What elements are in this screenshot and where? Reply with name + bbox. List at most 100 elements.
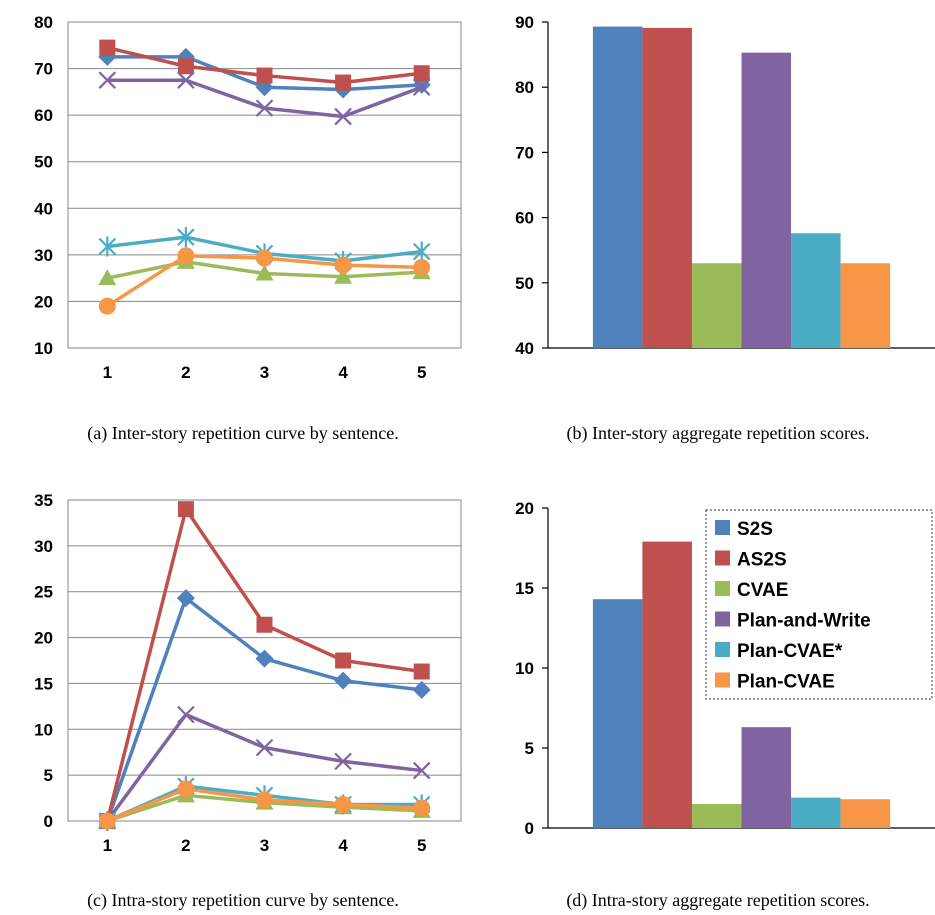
series-as2s [99, 39, 430, 91]
y-tick-label: 10 [34, 720, 53, 739]
data-point-triangle [255, 264, 274, 281]
x-tick-label: 1 [103, 363, 112, 382]
data-point-x [412, 761, 431, 780]
legend-swatch [715, 520, 730, 535]
bar-as2s [642, 27, 692, 348]
legend-item-plan-and-write: Plan-and-Write [715, 611, 871, 632]
x-tick-label: 4 [338, 363, 348, 382]
y-tick-label: 80 [34, 13, 53, 32]
y-tick-label: 70 [34, 60, 53, 79]
legend-label: S2S [737, 519, 773, 540]
bar-s2s [592, 599, 643, 828]
y-tick-label: 20 [515, 499, 534, 518]
data-point-square [177, 58, 194, 75]
caption-a: (a) Inter-story repetition curve by sent… [87, 423, 399, 444]
legend-label: Plan-CVAE [737, 672, 835, 693]
data-point-circle [177, 247, 195, 265]
data-point-asterisk [177, 227, 195, 248]
bar-plan-cvae-star [791, 233, 841, 348]
data-point-circle [334, 795, 352, 813]
data-point-square [256, 616, 273, 633]
data-point-x [177, 71, 195, 89]
y-tick-label: 50 [34, 153, 53, 172]
legend-swatch [715, 642, 730, 657]
y-tick-label: 20 [34, 292, 53, 311]
data-point-circle [413, 799, 431, 817]
data-point-circle [413, 258, 431, 276]
x-tick-label: 5 [417, 363, 426, 382]
data-point-square [256, 67, 273, 84]
data-point-circle [177, 780, 195, 798]
x-tick-label: 5 [417, 836, 426, 855]
y-tick-label: 5 [44, 766, 53, 785]
legend-item-s2s: S2S [715, 519, 773, 540]
x-tick-label: 3 [260, 363, 269, 382]
data-point-diamond [412, 680, 431, 699]
x-tick-label: 2 [181, 836, 190, 855]
series-s2s [98, 589, 431, 830]
legend-item-plan-cvae-star: Plan-CVAE* [715, 641, 843, 662]
y-tick-label: 25 [34, 583, 53, 602]
series-plan-cvae [98, 247, 431, 315]
legend-box [705, 509, 933, 700]
bar-cvae [691, 804, 742, 828]
data-point-x [334, 107, 352, 126]
data-point-triangle [334, 267, 353, 284]
y-tick-label: 15 [34, 674, 53, 693]
y-tick-label: 10 [34, 339, 53, 358]
data-point-asterisk [98, 236, 117, 257]
y-tick-label: 0 [525, 819, 534, 838]
y-tick-label: 90 [515, 13, 534, 32]
bar-as2s [642, 541, 692, 828]
series-plan-and-write [98, 71, 431, 126]
y-tick-label: 30 [34, 246, 53, 265]
data-point-x [255, 738, 274, 757]
data-point-diamond [255, 649, 274, 668]
data-point-square [99, 39, 116, 56]
data-point-x [412, 78, 431, 96]
data-point-x [98, 71, 117, 89]
x-tick-label: 3 [260, 836, 269, 855]
y-tick-label: 35 [34, 491, 53, 510]
bar-plan-and-write [741, 727, 792, 828]
bar-plan-cvae-star [791, 797, 841, 828]
data-point-square [177, 501, 194, 518]
data-point-circle [334, 256, 352, 274]
data-point-asterisk [412, 241, 431, 262]
data-point-circle [256, 791, 273, 809]
y-tick-label: 15 [515, 579, 534, 598]
data-point-square [413, 663, 430, 680]
legend-label: Plan-and-Write [737, 611, 871, 632]
y-tick-label: 50 [515, 274, 534, 293]
y-tick-label: 20 [34, 629, 53, 648]
legend-label: CVAE [737, 580, 788, 601]
legend-item-plan-cvae: Plan-CVAE [715, 672, 835, 693]
y-tick-label: 10 [515, 659, 534, 678]
bar-s2s [592, 26, 643, 349]
data-point-circle [98, 297, 116, 315]
data-point-x [177, 705, 195, 724]
x-tick-label: 2 [181, 363, 190, 382]
legend-item-cvae: CVAE [715, 580, 788, 601]
y-tick-label: 60 [34, 106, 53, 125]
panel-a-inter-story-curve: 10 20 30 40 50 60 70 80 1 2 3 4 5 [34, 13, 462, 382]
panel-b-inter-story-aggregate: 40 50 60 70 80 90 [515, 13, 935, 358]
data-point-square [413, 65, 430, 82]
legend-swatch [715, 611, 730, 627]
data-point-square [335, 74, 352, 91]
data-point-triangle [98, 269, 117, 286]
y-tick-label: 5 [525, 739, 534, 758]
data-point-diamond [176, 589, 195, 608]
legend-swatch [715, 672, 730, 688]
caption-b: (b) Inter-story aggregate repetition sco… [566, 423, 869, 444]
y-tick-label: 80 [515, 78, 534, 97]
bar-cvae [691, 263, 742, 348]
panel-c-intra-story-curve: 0 5 10 15 20 25 30 35 1 2 3 4 5 [34, 491, 462, 855]
x-tick-label: 1 [103, 836, 112, 855]
bar-plan-cvae [840, 799, 891, 828]
y-tick-label: 70 [515, 143, 534, 162]
legend-label: Plan-CVAE* [737, 641, 843, 662]
legend-label: AS2S [737, 550, 787, 571]
x-tick-label: 4 [338, 836, 348, 855]
